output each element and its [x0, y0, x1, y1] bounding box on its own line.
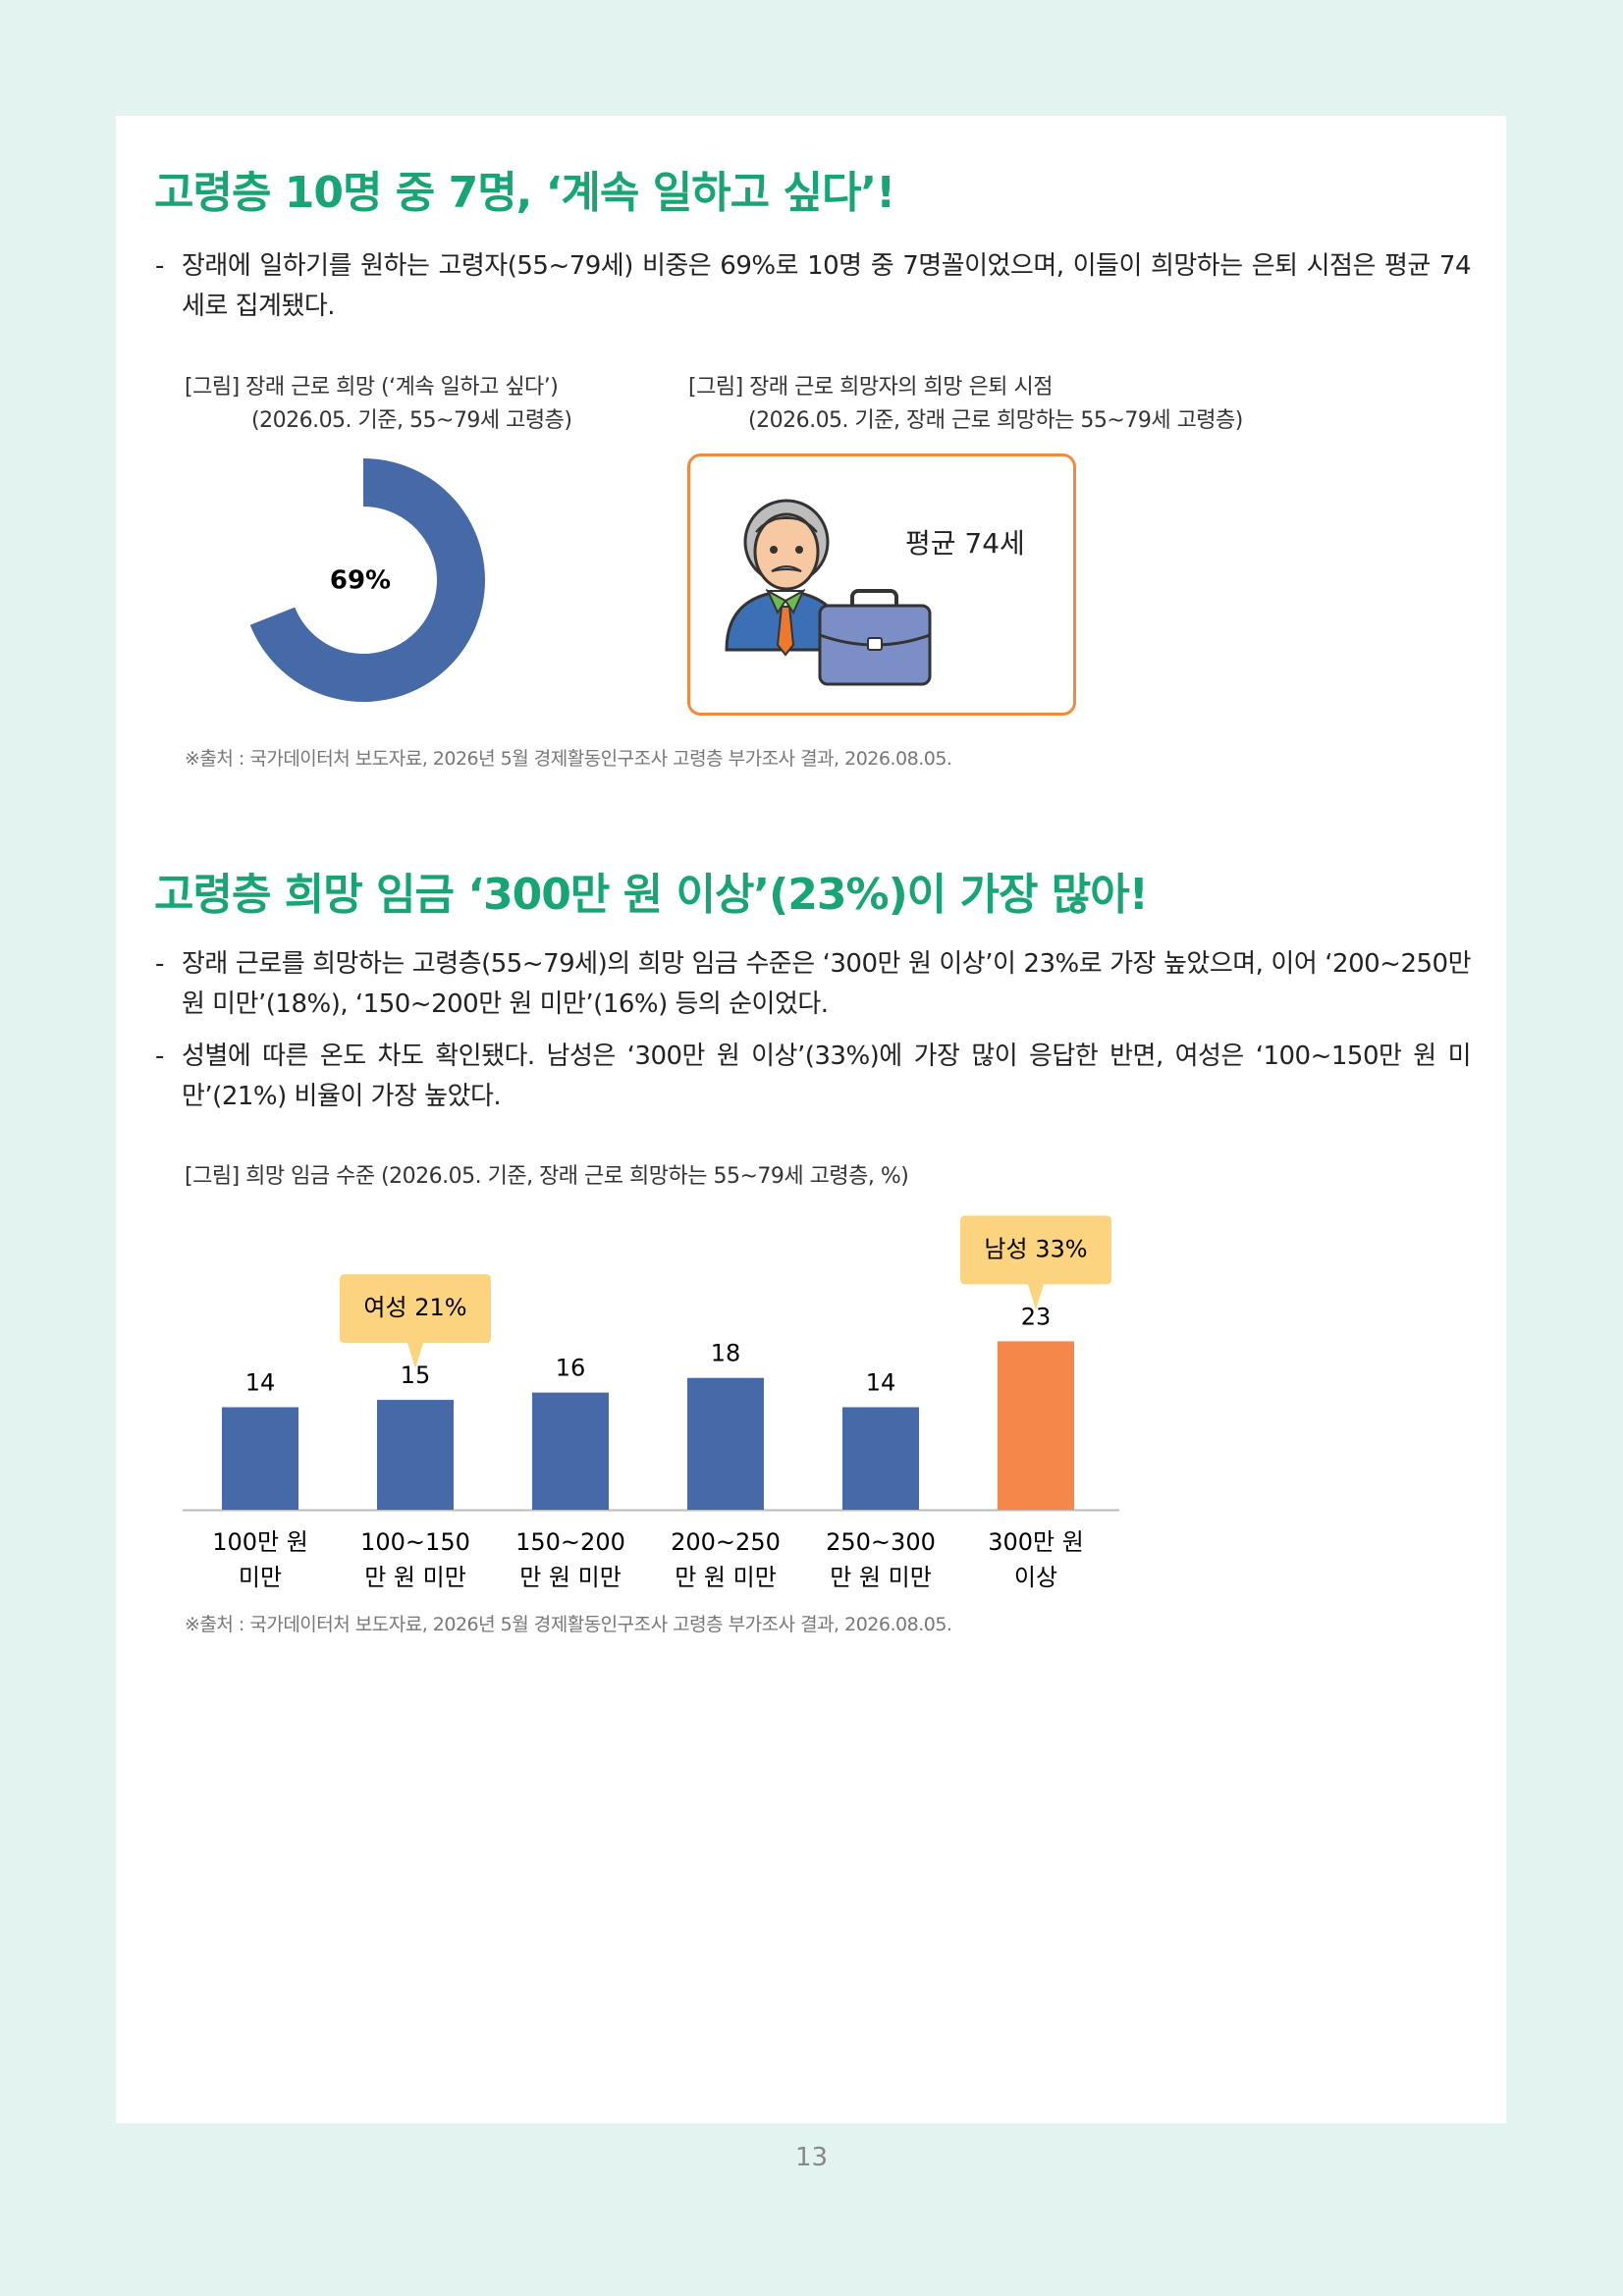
bullet: - 성별에 따른 온도 차도 확인됐다. 남성은 ‘300만 원 이상’(33%)…	[155, 1037, 1472, 1117]
source-note: ※출처 : 국가데이터처 보도자료, 2026년 5월 경제활동인구조사 고령층…	[185, 1614, 952, 1635]
source-note: ※출처 : 국가데이터처 보도자료, 2026년 5월 경제활동인구조사 고령층…	[185, 748, 952, 770]
section-title: 고령층 희망 임금 ‘300만 원 이상’(23%)이 가장 많아!	[154, 870, 1149, 920]
x-tick-label: 만 원 미만	[830, 1564, 932, 1591]
callout-text: 여성 21%	[363, 1294, 466, 1321]
bar	[687, 1377, 764, 1510]
figure-caption: (2026.05. 기준, 장래 근로 희망하는 55~79세 고령층)	[748, 408, 1243, 433]
retirement-card	[687, 454, 1076, 716]
bullet-text: 장래 근로를 희망하는 고령층(55~79세)의 희망 임금 수준은 ‘300만…	[182, 949, 1472, 1019]
x-tick-label: 100만 원	[212, 1528, 308, 1556]
content-panel	[116, 116, 1506, 2123]
value-label: 14	[866, 1369, 896, 1397]
x-tick-label: 250~300	[826, 1528, 936, 1556]
figure-caption: [그림] 장래 근로 희망 (‘계속 일하고 싶다’)	[185, 375, 559, 400]
callout: 남성 33%	[960, 1215, 1111, 1310]
callout-box	[340, 1274, 491, 1369]
callout-text: 남성 33%	[984, 1235, 1087, 1262]
donut-segment	[249, 458, 486, 702]
page-number: 13	[794, 2143, 829, 2172]
bar	[532, 1392, 609, 1510]
donut-label: 69%	[330, 566, 391, 596]
x-tick-label: 이상	[1014, 1564, 1057, 1591]
figure-caption: [그림] 희망 임금 수준 (2026.05. 기준, 장래 근로 희망하는 5…	[185, 1164, 909, 1189]
callout-box	[960, 1215, 1111, 1310]
x-tick-label: 150~200	[515, 1528, 625, 1556]
value-label: 14	[245, 1369, 276, 1397]
bar	[377, 1400, 454, 1510]
bar	[222, 1407, 298, 1510]
callout: 여성 21%	[340, 1274, 491, 1369]
x-tick-label: 만 원 미만	[519, 1564, 622, 1591]
card-text: 평균 74세	[905, 527, 1025, 560]
value-label: 18	[711, 1340, 741, 1367]
x-tick-label: 100~150	[360, 1528, 470, 1556]
section-title: 고령층 10명 중 7명, ‘계속 일하고 싶다’!	[154, 168, 895, 218]
x-tick-label: 만 원 미만	[675, 1564, 777, 1591]
x-tick-label: 미만	[239, 1564, 282, 1591]
x-tick-label: 300만 원	[988, 1528, 1084, 1556]
figure-caption: [그림] 장래 근로 희망자의 희망 은퇴 시점	[688, 375, 1053, 400]
bullet: - 장래에 일하기를 원하는 고령자(55~79세) 비중은 69%로 10명 중…	[155, 246, 1472, 327]
figure-caption: (2026.05. 기준, 55~79세 고령층)	[251, 408, 572, 433]
value-label: 16	[556, 1355, 586, 1382]
bar	[998, 1341, 1074, 1510]
x-tick-label: 200~250	[671, 1528, 781, 1556]
bar	[842, 1407, 919, 1510]
x-tick-label: 만 원 미만	[364, 1564, 466, 1591]
bullet-text: 성별에 따른 온도 차도 확인됐다. 남성은 ‘300만 원 이상’(33%)에…	[182, 1041, 1472, 1111]
bullet-text: 장래에 일하기를 원하는 고령자(55~79세) 비중은 69%로 10명 중 …	[182, 251, 1472, 321]
bullet: - 장래 근로를 희망하는 고령층(55~79세)의 희망 임금 수준은 ‘300…	[155, 944, 1472, 1025]
